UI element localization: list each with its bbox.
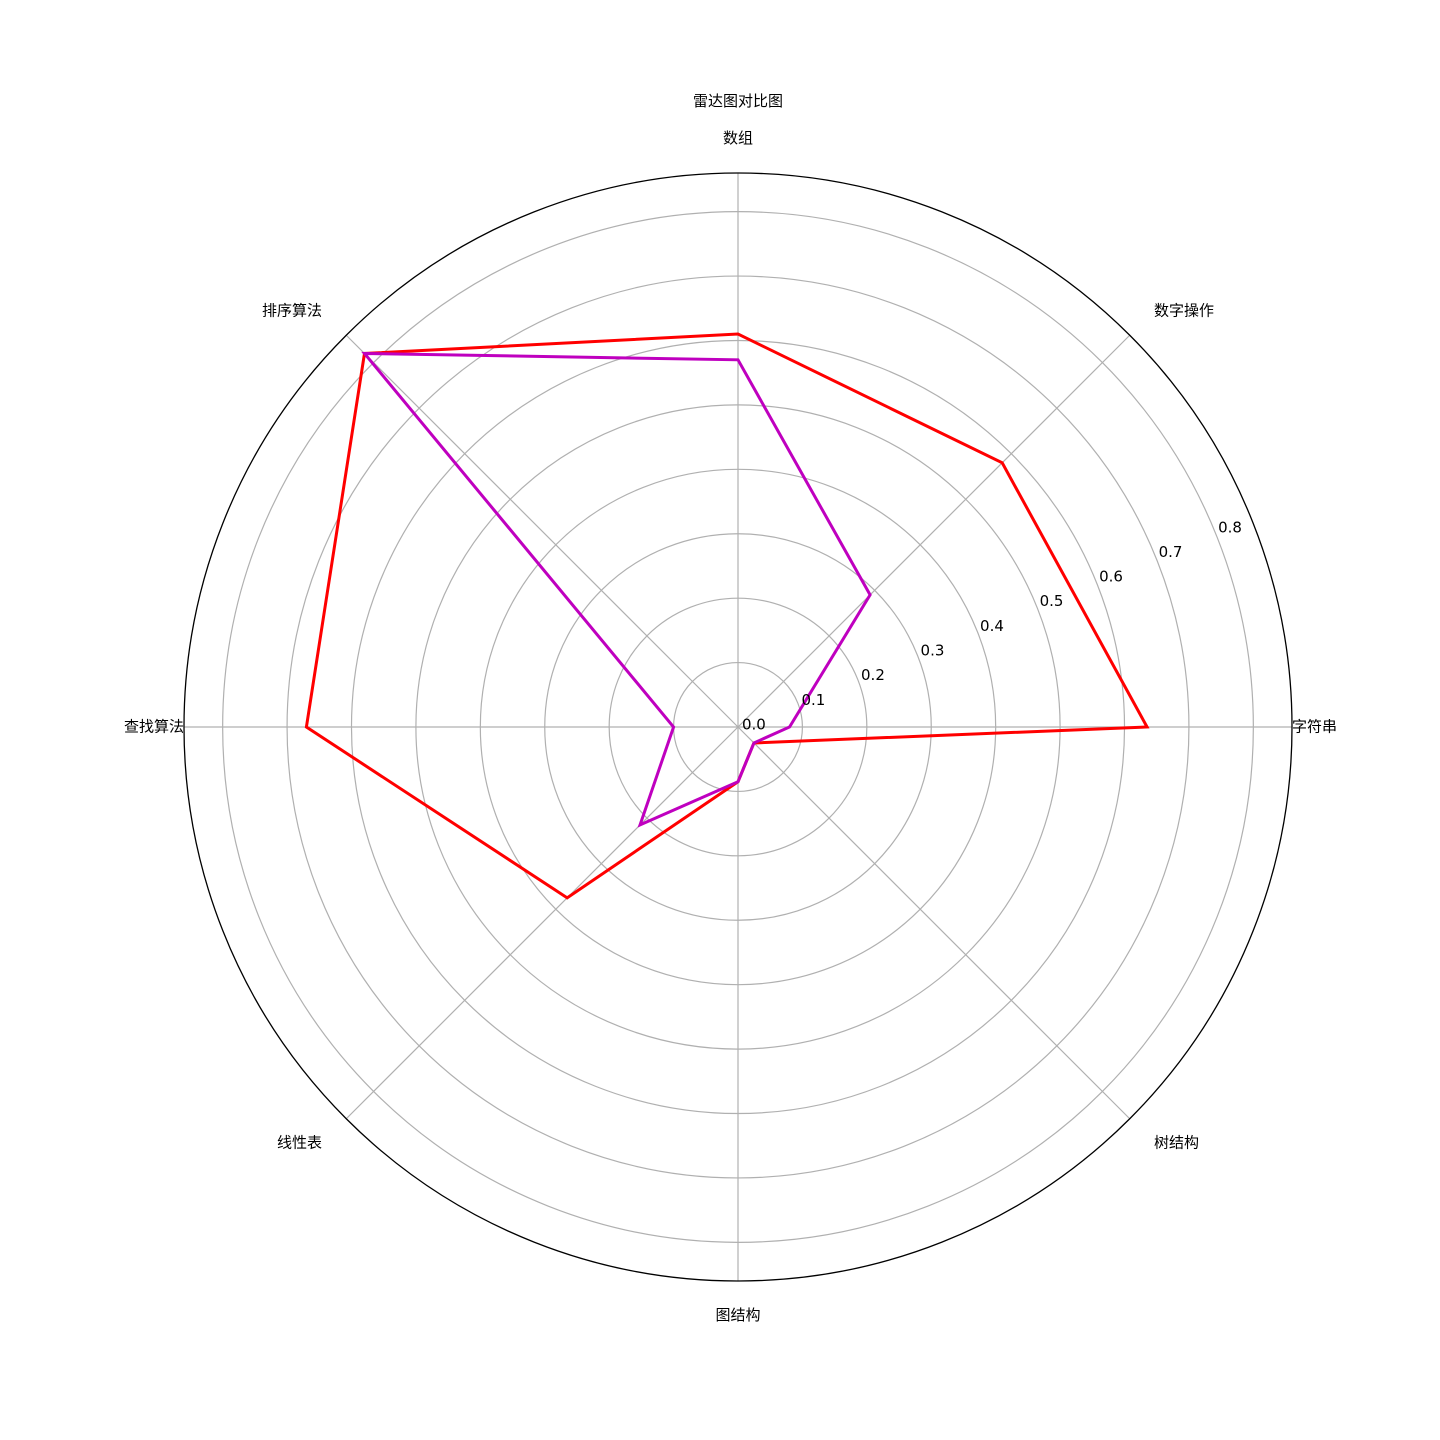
category-label: 排序算法 [262,301,322,319]
series-line-1 [304,332,1150,900]
radial-tick-label: 0.5 [1040,592,1064,610]
radar-grid [183,172,1293,1282]
category-label: 查找算法 [124,718,184,736]
radial-tick-labels: 0.0 0.1 0.2 0.3 0.4 0.5 0.6 0.7 0.8 [742,518,1242,733]
category-label: 数字操作 [1154,301,1214,319]
radial-tick-label: 0.4 [980,617,1004,635]
radial-tick-label: 0.3 [921,642,945,660]
grid-spoke [345,334,739,728]
radial-tick-label: 0.2 [861,666,885,684]
category-label: 字符串 [1292,718,1337,736]
radial-tick-label: 0.1 [802,691,826,709]
polar-frame [183,172,1293,1282]
radial-tick-label: 0.0 [742,716,766,734]
grid-spoke [345,726,739,1120]
radial-tick-label: 0.7 [1159,543,1183,561]
category-label: 树结构 [1154,1134,1199,1152]
category-label: 线性表 [277,1134,322,1152]
radial-tick-label: 0.6 [1099,568,1123,586]
radial-tick-label: 0.8 [1218,518,1242,536]
radar-series [304,332,1150,900]
grid-spoke [737,726,1131,1120]
series-line-2 [361,351,872,828]
grid-spoke [737,334,1131,728]
category-label: 图结构 [715,1306,760,1324]
chart-title: 雷达图对比图 [693,92,783,110]
category-label: 数组 [723,129,753,147]
